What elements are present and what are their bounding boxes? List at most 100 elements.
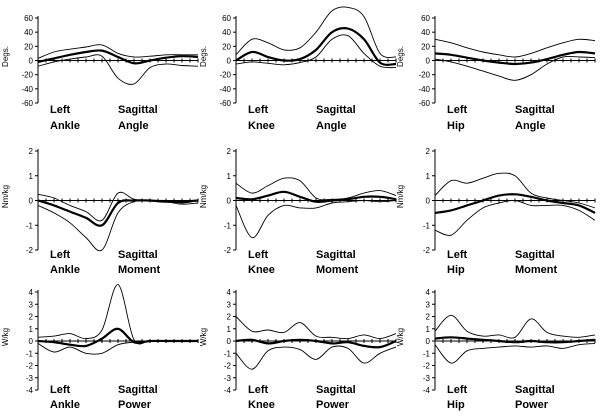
caption-joint: Knee <box>248 264 275 276</box>
y-tick-label: 1 <box>29 172 34 181</box>
caption-side: Left <box>447 104 468 116</box>
series-line-upper <box>235 6 397 58</box>
y-tick-label: 20 <box>222 42 231 51</box>
y-tick-label: -60 <box>418 99 430 108</box>
chart-panel-5: -2 -1 0 1 2 Nm/kg Left Knee Sagittal Moment <box>199 147 397 276</box>
series-line-lower <box>235 34 397 69</box>
y-tick-label: -1 <box>26 349 34 358</box>
y-tick-label: 3 <box>29 300 34 309</box>
y-tick-label: 2 <box>29 147 34 156</box>
y-axis-label: W/kg <box>199 328 208 346</box>
series-line-upper <box>235 316 397 340</box>
caption-plane: Sagittal <box>316 384 356 396</box>
series-line-upper <box>37 284 198 345</box>
series-line-lower <box>37 54 199 85</box>
y-tick-label: 60 <box>421 14 430 23</box>
y-tick-label: 0 <box>29 57 34 66</box>
caption-side: Left <box>50 104 71 116</box>
caption-plane: Sagittal <box>316 104 356 116</box>
y-tick-label: 0 <box>29 197 34 206</box>
series-line-lower <box>434 55 596 81</box>
y-tick-label: 40 <box>222 28 231 37</box>
chart-panel-8: -4 -3 -2 -1 0 1 2 3 4 W/kg Left Knee Sagittal Power <box>199 288 397 411</box>
y-tick-label: 2 <box>227 313 232 322</box>
y-tick-label: 60 <box>24 14 33 23</box>
caption-plane: Sagittal <box>118 104 158 116</box>
series-line-upper <box>37 44 198 59</box>
y-tick-label: -1 <box>423 349 431 358</box>
chart-panel-7: -4 -3 -2 -1 0 1 2 3 4 W/kg Left Ankle Sagittal Power <box>1 284 199 411</box>
y-tick-label: 0 <box>426 337 431 346</box>
y-tick-label: -2 <box>224 246 232 255</box>
series-line-upper <box>434 314 596 339</box>
caption-measure: Power <box>515 399 549 411</box>
series-line-mean <box>235 190 397 203</box>
y-tick-label: -2 <box>423 362 431 371</box>
y-tick-label: 40 <box>24 28 33 37</box>
series-line-upper <box>37 191 199 222</box>
y-tick-label: 3 <box>426 300 431 309</box>
y-tick-label: -2 <box>423 246 431 255</box>
caption-joint: Hip <box>447 264 465 276</box>
caption-plane: Sagittal <box>515 384 555 396</box>
y-tick-label: -20 <box>21 71 33 80</box>
caption-side: Left <box>447 249 468 261</box>
caption-side: Left <box>50 249 71 261</box>
caption-plane: Sagittal <box>316 249 356 261</box>
caption-side: Left <box>50 384 71 396</box>
y-tick-label: 4 <box>227 288 232 297</box>
y-tick-label: 1 <box>426 325 431 334</box>
y-tick-label: -3 <box>224 374 232 383</box>
y-axis-label: Nm/kg <box>1 185 10 208</box>
y-tick-label: 4 <box>29 288 34 297</box>
y-axis-label: Nm/kg <box>199 185 208 208</box>
y-tick-label: -1 <box>224 349 232 358</box>
caption-joint: Ankle <box>50 264 80 276</box>
series-line-lower <box>37 341 198 355</box>
series-line-mean <box>434 193 596 214</box>
chart-panel-6: -2 -1 0 1 2 Nm/kg Left Hip Sagittal Moment <box>396 147 596 276</box>
y-tick-label: 0 <box>29 337 34 346</box>
y-tick-label: 2 <box>426 147 431 156</box>
y-axis-label: W/kg <box>396 328 405 346</box>
y-tick-label: 40 <box>421 28 430 37</box>
y-tick-label: 20 <box>24 42 33 51</box>
caption-plane: Sagittal <box>515 249 555 261</box>
y-tick-label: 2 <box>426 313 431 322</box>
caption-measure: Angle <box>118 120 149 132</box>
series-line-lower <box>235 200 397 239</box>
series-line-upper <box>235 177 397 201</box>
y-tick-label: 2 <box>29 313 34 322</box>
y-tick-label: -3 <box>26 374 34 383</box>
caption-measure: Power <box>316 399 350 411</box>
y-axis-label: W/kg <box>1 328 10 346</box>
y-tick-label: 0 <box>227 337 232 346</box>
series-line-mean <box>235 338 397 349</box>
caption-measure: Moment <box>515 264 558 276</box>
y-tick-label: -2 <box>26 362 34 371</box>
y-tick-label: 0 <box>227 57 232 66</box>
caption-measure: Angle <box>515 120 546 132</box>
series-line-mean <box>235 27 397 66</box>
caption-joint: Hip <box>447 399 465 411</box>
chart-panel-1: -60 -40 -20 0 20 40 60 Degs. Left Ankle Sagittal An… <box>1 14 199 132</box>
caption-plane: Sagittal <box>118 384 158 396</box>
series-line-lower <box>37 200 199 252</box>
caption-measure: Angle <box>316 120 347 132</box>
y-axis-label: Degs. <box>1 46 10 67</box>
caption-plane: Sagittal <box>515 104 555 116</box>
y-tick-label: 0 <box>426 197 431 206</box>
chart-panel-9: -4 -3 -2 -1 0 1 2 3 4 W/kg Left Hip Sagittal Power <box>396 288 596 411</box>
y-tick-label: 0 <box>426 57 431 66</box>
chart-panel-3: -60 -40 -20 0 20 40 60 Degs. Left Hip Sagittal Angl… <box>396 14 596 132</box>
caption-side: Left <box>248 384 269 396</box>
y-tick-label: -1 <box>26 221 34 230</box>
y-tick-label: -3 <box>423 374 431 383</box>
caption-joint: Ankle <box>50 399 80 411</box>
chart-panel-2: -60 -40 -20 0 20 40 60 Degs. Left Knee Sagittal Ang… <box>199 6 397 132</box>
series-line-lower <box>434 199 596 236</box>
caption-measure: Moment <box>316 264 359 276</box>
y-tick-label: -20 <box>418 71 430 80</box>
y-tick-label: -1 <box>423 221 431 230</box>
